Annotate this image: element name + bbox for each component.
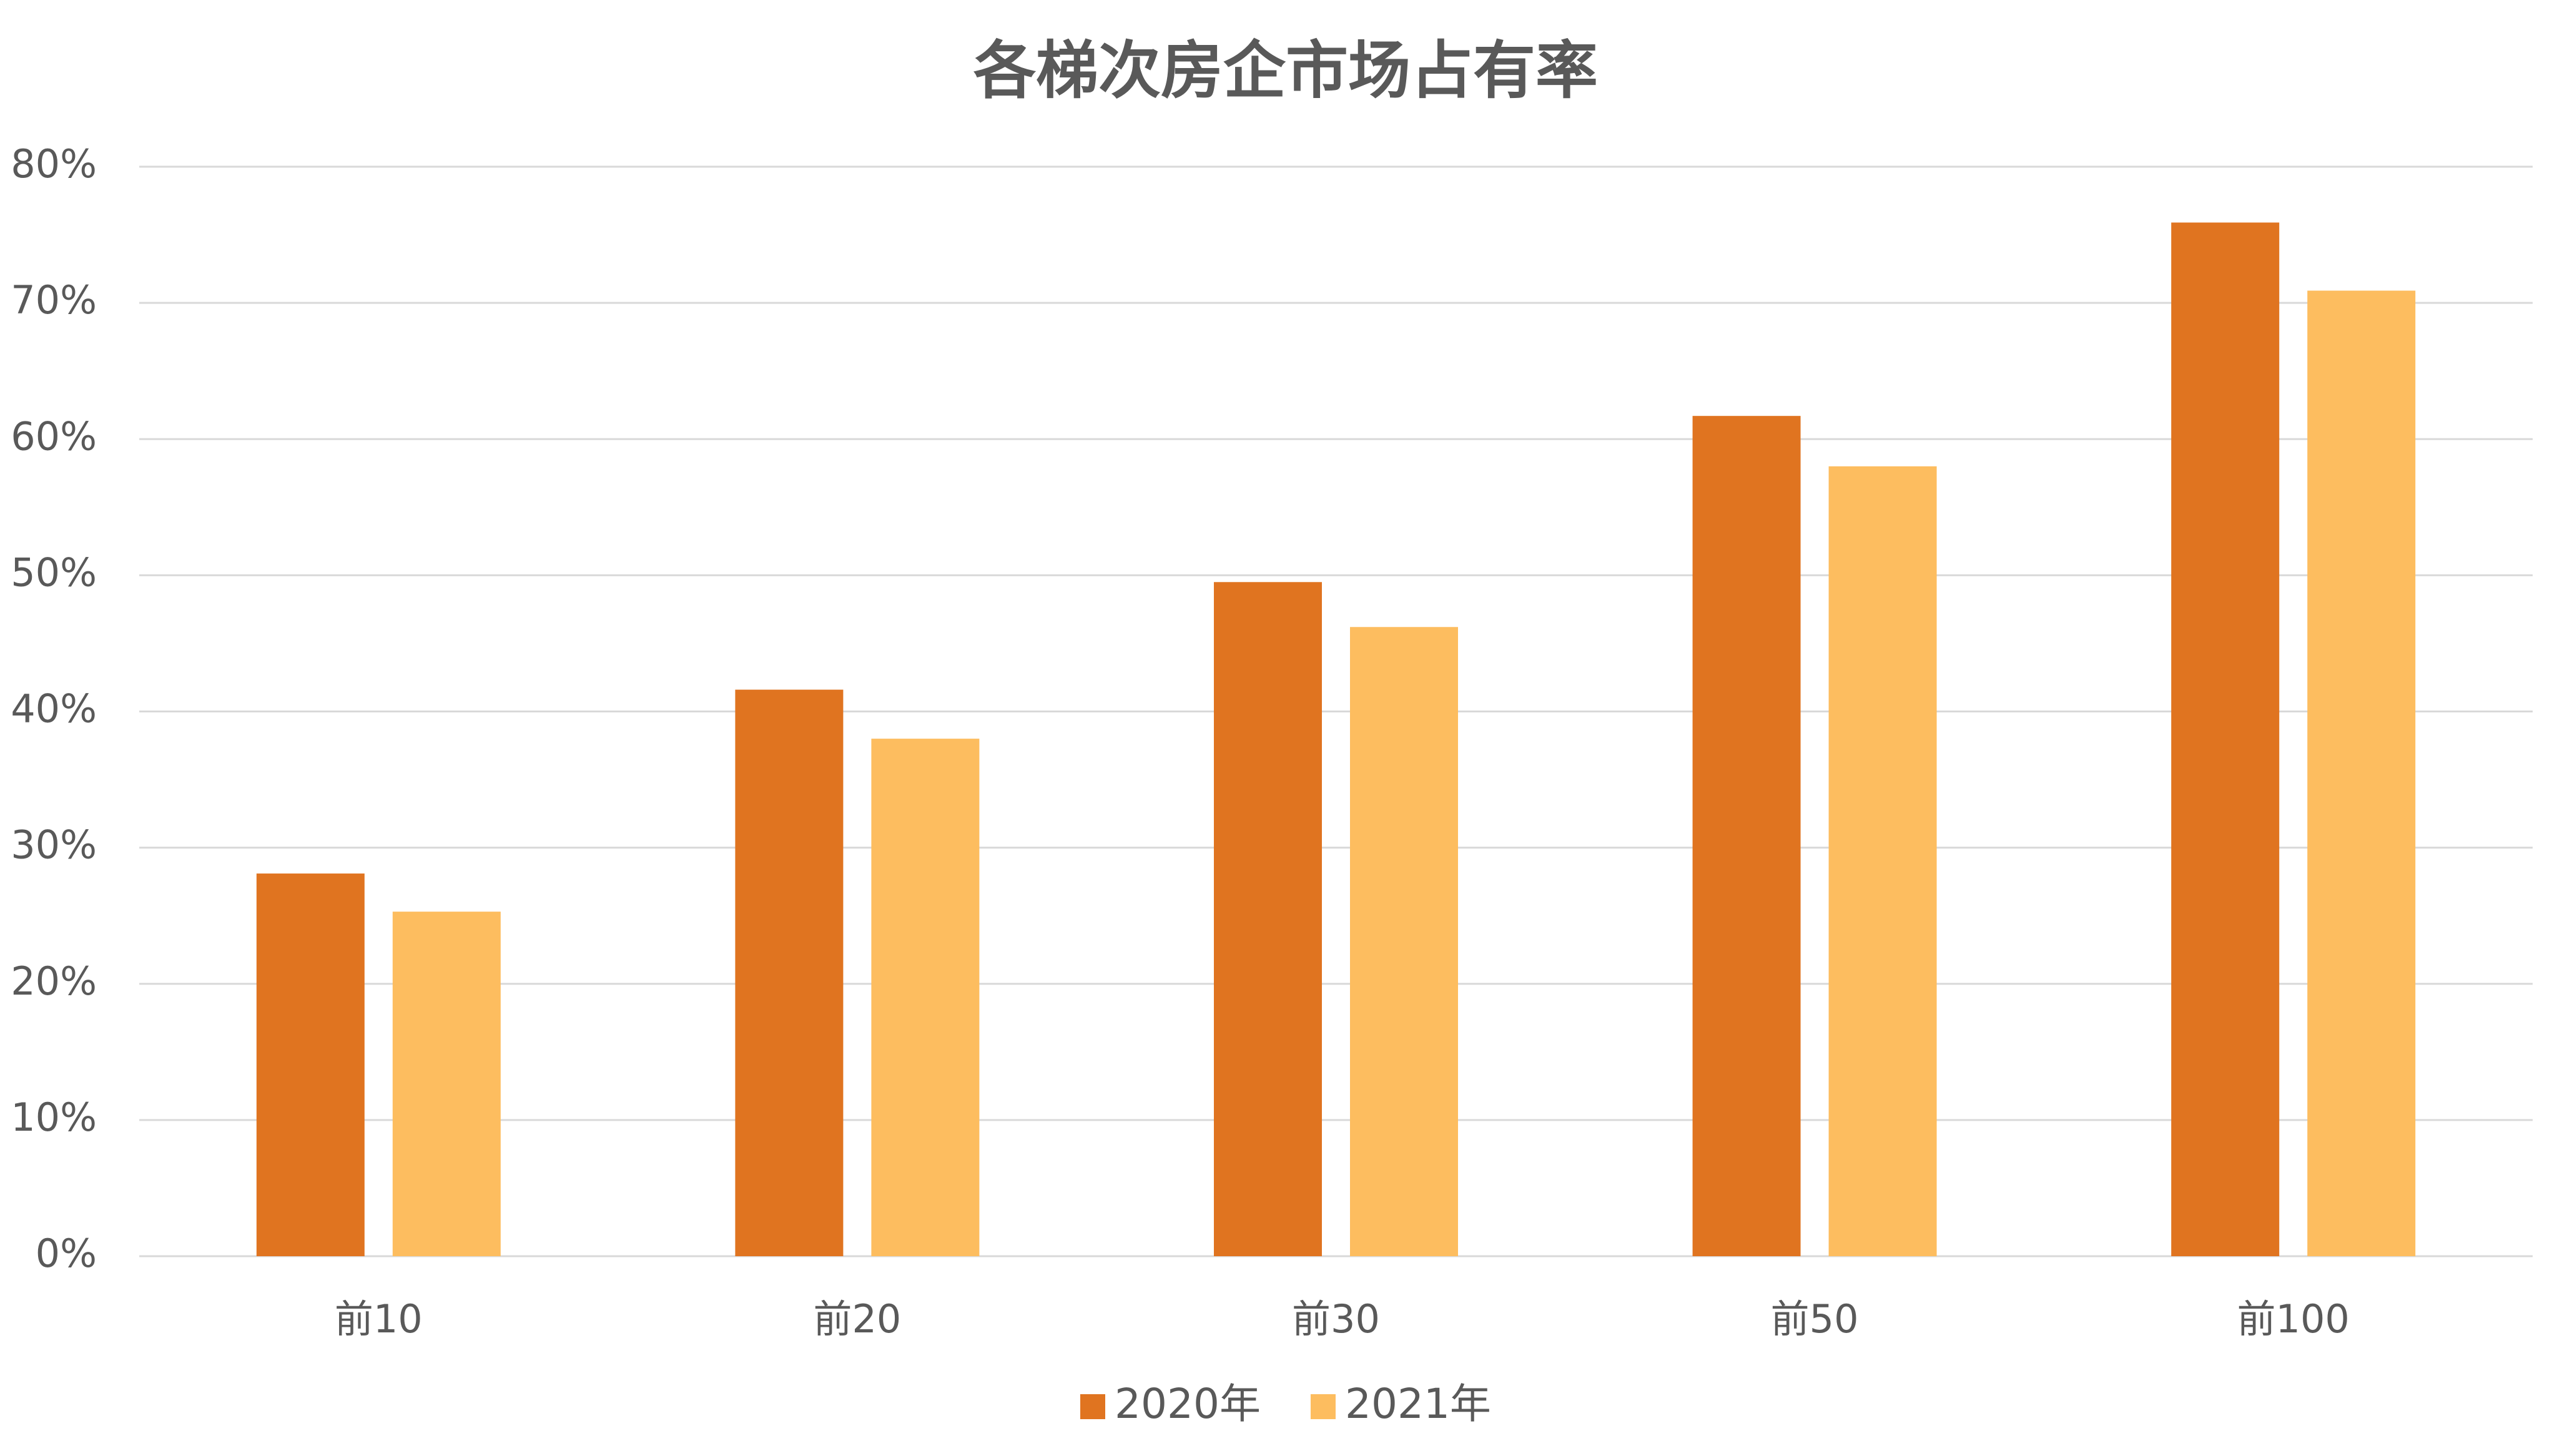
legend-swatch — [1310, 1394, 1336, 1419]
bar — [256, 873, 365, 1256]
y-tick-label: 0% — [36, 1231, 97, 1276]
x-tick-label: 前30 — [1292, 1296, 1380, 1342]
bar — [2171, 222, 2280, 1256]
y-tick-label: 50% — [11, 549, 97, 595]
bar — [1214, 582, 1322, 1256]
bar — [1350, 627, 1458, 1256]
legend-label: 2021年 — [1345, 1380, 1491, 1428]
y-tick-label: 60% — [11, 413, 97, 459]
bar — [1692, 416, 1801, 1257]
bar — [735, 689, 844, 1256]
x-tick-label: 前50 — [1771, 1296, 1859, 1342]
y-tick-label: 80% — [11, 141, 97, 187]
y-tick-label: 10% — [11, 1094, 97, 1140]
bar — [2307, 290, 2416, 1256]
chart-title: 各梯次房企市场占有率 — [973, 34, 1598, 107]
y-tick-label: 70% — [11, 277, 97, 323]
legend-label: 2020年 — [1115, 1380, 1261, 1428]
y-tick-label: 40% — [11, 686, 97, 732]
x-tick-label: 前10 — [335, 1296, 423, 1342]
y-tick-label: 20% — [11, 958, 97, 1004]
bar — [871, 739, 980, 1256]
legend-swatch — [1080, 1394, 1105, 1419]
bar — [1828, 466, 1937, 1256]
bar — [392, 912, 501, 1256]
y-tick-label: 30% — [11, 822, 97, 868]
x-tick-label: 前100 — [2237, 1296, 2350, 1342]
x-tick-label: 前20 — [813, 1296, 901, 1342]
